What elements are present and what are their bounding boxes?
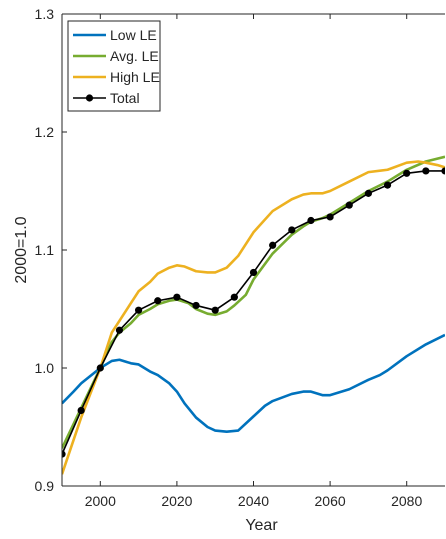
legend-label: Total xyxy=(110,90,140,106)
series-high-le xyxy=(62,160,445,475)
data-point xyxy=(115,326,124,334)
data-point xyxy=(249,268,258,277)
x-tick-label: 2020 xyxy=(161,493,192,509)
legend-entry: High LE xyxy=(73,69,160,85)
data-point xyxy=(96,364,104,372)
data-point xyxy=(364,189,372,197)
legend: Low LE Avg. LE High LE Total xyxy=(67,20,161,112)
data-point xyxy=(403,169,411,177)
data-point xyxy=(192,301,200,310)
legend-marker xyxy=(85,94,94,102)
data-point xyxy=(135,306,143,314)
legend-entry: Low LE xyxy=(73,27,157,43)
data-point xyxy=(383,181,392,189)
series-line xyxy=(62,333,445,434)
data-point xyxy=(422,167,430,175)
legend-label: Avg. LE xyxy=(110,48,159,64)
legend-label: Low LE xyxy=(110,27,157,43)
y-tick-label: 0.9 xyxy=(35,478,55,494)
legend-entry: Total xyxy=(73,90,140,106)
data-point xyxy=(307,216,315,225)
tick-labels: 2000 2020 2040 2060 2080 0.9 1.0 1.1 1.2 1.3 xyxy=(35,6,423,509)
x-tick-label: 2080 xyxy=(391,493,422,509)
data-point xyxy=(154,297,162,305)
y-tick-label: 1.1 xyxy=(35,242,55,258)
x-tick-label: 2000 xyxy=(85,493,116,509)
y-tick-label: 1.2 xyxy=(35,124,55,140)
data-point xyxy=(441,167,445,175)
x-tick-label: 2060 xyxy=(315,493,346,509)
data-point xyxy=(211,306,219,314)
data-point xyxy=(173,293,181,301)
data-point xyxy=(345,201,353,209)
series-total xyxy=(62,167,445,458)
axes xyxy=(61,13,445,487)
legend-label: High LE xyxy=(110,69,160,85)
series-line xyxy=(62,160,445,475)
y-tick-label: 1.3 xyxy=(35,6,55,22)
data-point xyxy=(269,241,277,249)
y-axis-label: 2000=1.0 xyxy=(13,216,30,283)
x-tick-label: 2040 xyxy=(238,493,269,509)
data-point xyxy=(288,226,296,234)
data-point xyxy=(230,293,238,301)
y-tick-label: 1.0 xyxy=(35,360,55,376)
series-lines xyxy=(62,155,445,475)
x-axis-label: Year xyxy=(245,517,278,534)
data-point xyxy=(77,406,85,415)
legend-entry: Avg. LE xyxy=(73,48,159,64)
series-low-le xyxy=(62,333,445,434)
data-point xyxy=(62,450,66,458)
data-point xyxy=(326,213,334,221)
